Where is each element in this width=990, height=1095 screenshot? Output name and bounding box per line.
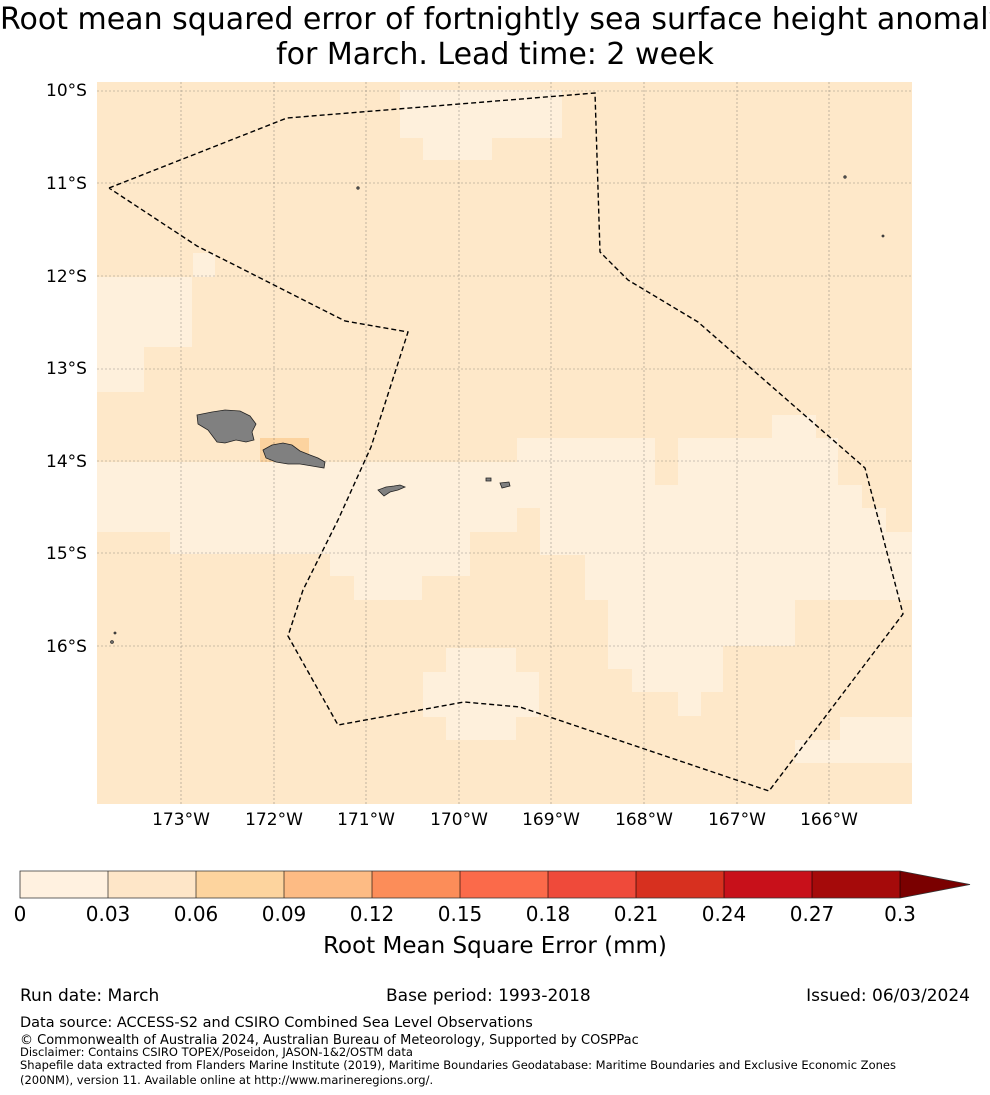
colorbar-dividers <box>107 871 901 898</box>
shapefile-credit-line-2: (200NM), version 11. Available online at… <box>20 1073 434 1087</box>
colorbar-segment <box>460 871 548 898</box>
lon-label: 173°W <box>152 810 210 830</box>
colorbar-segment <box>196 871 284 898</box>
base-period: Base period: 1993-2018 <box>386 986 591 1006</box>
colorbar-segment <box>724 871 812 898</box>
colorbar-segment <box>548 871 636 898</box>
eez-boundary <box>108 92 904 792</box>
lon-label: 166°W <box>800 810 858 830</box>
lon-label: 169°W <box>522 810 580 830</box>
data-source: Data source: ACCESS-S2 and CSIRO Combine… <box>20 1015 533 1031</box>
island-north-east-1 <box>843 175 847 179</box>
colorbar-segment <box>636 871 724 898</box>
patch <box>608 646 723 669</box>
colorbar-outline <box>19 870 971 899</box>
patch <box>423 138 492 160</box>
island-tutuila <box>377 484 407 497</box>
colorbar <box>19 870 971 899</box>
island-south-west-2 <box>113 631 117 635</box>
colorbar-segment <box>372 871 460 898</box>
patch <box>97 277 192 347</box>
land <box>110 175 885 644</box>
lat-label: 15°S <box>46 544 87 564</box>
island-tau <box>499 481 511 489</box>
lat-label: 11°S <box>46 174 87 194</box>
island-savaii <box>196 409 257 444</box>
lon-label: 168°W <box>615 810 673 830</box>
lon-label: 172°W <box>245 810 303 830</box>
colorbar-segment <box>812 871 900 898</box>
colorbar-tick-label: 0 <box>13 902 27 926</box>
lon-label: 167°W <box>708 810 766 830</box>
shapefile-credit-line-1: Shapefile data extracted from Flanders M… <box>20 1058 896 1072</box>
colorbar-tick-label: 0.21 <box>613 902 659 926</box>
patch <box>585 532 912 600</box>
colorbar-tick-label: 0.09 <box>261 902 307 926</box>
colorbar-tick-label: 0.06 <box>173 902 219 926</box>
island-swains <box>356 186 360 190</box>
colorbar-tick-label: 0.03 <box>85 902 131 926</box>
patch <box>193 253 215 277</box>
patch <box>423 672 539 717</box>
patch <box>97 347 144 392</box>
title-line-2: for March. Lead time: 2 week <box>276 37 714 72</box>
patch <box>446 717 516 740</box>
colorbar-title: Root Mean Square Error (mm) <box>323 933 667 959</box>
colorbar-extend-arrow <box>900 871 970 898</box>
patch <box>632 669 723 692</box>
patch <box>97 462 517 532</box>
copyright: © Commonwealth of Australia 2024, Austra… <box>20 1033 639 1048</box>
lat-label: 10°S <box>46 81 87 101</box>
lat-label: 14°S <box>46 452 87 472</box>
run-date: Run date: March <box>20 986 160 1006</box>
patch <box>772 415 816 438</box>
island-south-west <box>110 640 114 644</box>
lat-label: 13°S <box>46 359 87 379</box>
lon-label: 171°W <box>337 810 395 830</box>
disclaimer: Disclaimer: Contains CSIRO TOPEX/Poseido… <box>20 1045 413 1059</box>
patch <box>678 692 701 716</box>
patch <box>170 532 470 554</box>
map-panel <box>97 82 912 804</box>
colorbar-segment <box>284 871 372 898</box>
island-ofu <box>485 477 492 482</box>
island-north-east-2 <box>881 234 885 238</box>
colorbar-tick-label: 0.18 <box>525 902 571 926</box>
colorbar-tick-label: 0.27 <box>789 902 835 926</box>
issued-date: Issued: 06/03/2024 <box>806 986 970 1006</box>
colorbar-tick-label: 0.12 <box>349 902 395 926</box>
colorbar-tick-label: 0.15 <box>437 902 483 926</box>
colorbar-tick-label: 0.3 <box>884 902 916 926</box>
colorbar-segment <box>108 871 196 898</box>
gridlines <box>97 82 912 804</box>
patch <box>354 576 422 600</box>
lat-label: 16°S <box>46 637 87 657</box>
island-upolu <box>262 442 326 469</box>
chart-title: Root mean squared error of fortnightly s… <box>0 2 990 72</box>
patch <box>840 717 912 763</box>
patch <box>795 740 840 763</box>
colorbar-tick-label: 0.24 <box>701 902 747 926</box>
title-line-1: Root mean squared error of fortnightly s… <box>0 2 990 37</box>
patch <box>446 648 516 672</box>
patch <box>330 554 470 576</box>
colorbar-segment <box>20 871 108 898</box>
lat-label: 12°S <box>46 267 87 287</box>
lon-label: 170°W <box>430 810 488 830</box>
patch <box>608 600 795 646</box>
